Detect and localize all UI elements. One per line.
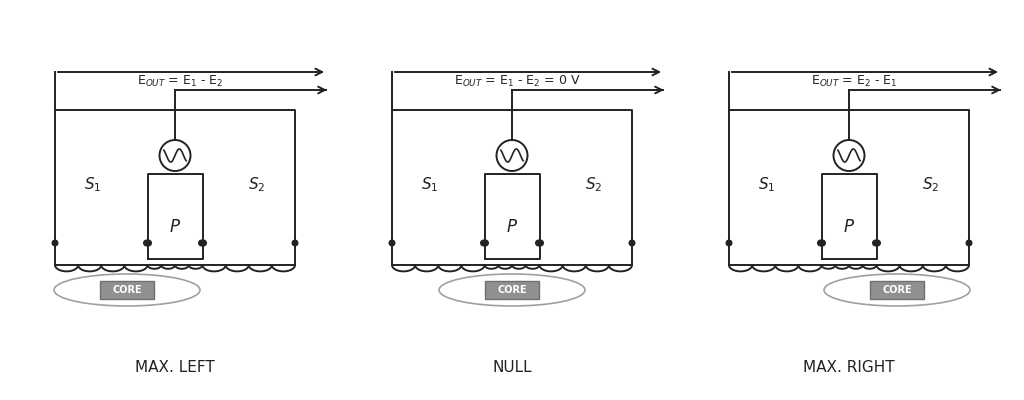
FancyBboxPatch shape	[100, 281, 154, 299]
Text: NULL: NULL	[493, 360, 531, 376]
Circle shape	[538, 240, 544, 246]
Ellipse shape	[481, 283, 543, 297]
Circle shape	[482, 240, 488, 246]
Circle shape	[292, 240, 298, 246]
Text: E$_{OUT}$ = E$_1$ - E$_2$ = 0 V: E$_{OUT}$ = E$_1$ - E$_2$ = 0 V	[454, 74, 581, 88]
Circle shape	[872, 240, 879, 246]
Ellipse shape	[54, 274, 200, 306]
Text: $S_2$: $S_2$	[586, 175, 603, 194]
Ellipse shape	[866, 283, 928, 297]
Circle shape	[726, 240, 732, 246]
Circle shape	[818, 240, 823, 246]
Text: P: P	[844, 218, 854, 236]
Ellipse shape	[439, 274, 585, 306]
Ellipse shape	[69, 277, 185, 303]
Text: $S_2$: $S_2$	[923, 175, 940, 194]
Text: E$_{OUT}$ = E$_2$ - E$_1$: E$_{OUT}$ = E$_2$ - E$_1$	[811, 74, 897, 88]
FancyBboxPatch shape	[870, 281, 924, 299]
Circle shape	[536, 240, 542, 246]
Ellipse shape	[83, 280, 171, 300]
Circle shape	[389, 240, 395, 246]
Ellipse shape	[853, 280, 941, 300]
Text: $S_1$: $S_1$	[759, 175, 776, 194]
Ellipse shape	[824, 274, 970, 306]
Circle shape	[967, 240, 972, 246]
Circle shape	[52, 240, 57, 246]
Text: CORE: CORE	[113, 285, 141, 295]
Ellipse shape	[468, 280, 556, 300]
Ellipse shape	[493, 286, 531, 294]
Circle shape	[199, 240, 205, 246]
Text: $S_1$: $S_1$	[421, 175, 438, 194]
Text: CORE: CORE	[498, 285, 526, 295]
Circle shape	[629, 240, 635, 246]
Circle shape	[143, 240, 150, 246]
Text: CORE: CORE	[883, 285, 911, 295]
Ellipse shape	[96, 283, 158, 297]
Text: MAX. RIGHT: MAX. RIGHT	[803, 360, 895, 376]
Text: E$_{OUT}$ = E$_1$ - E$_2$: E$_{OUT}$ = E$_1$ - E$_2$	[137, 74, 223, 88]
Ellipse shape	[878, 286, 916, 294]
FancyBboxPatch shape	[485, 281, 539, 299]
Ellipse shape	[454, 277, 570, 303]
Circle shape	[145, 240, 152, 246]
Ellipse shape	[839, 277, 955, 303]
Circle shape	[874, 240, 881, 246]
Text: MAX. LEFT: MAX. LEFT	[135, 360, 215, 376]
Circle shape	[480, 240, 486, 246]
Text: $S_1$: $S_1$	[84, 175, 101, 194]
Ellipse shape	[108, 286, 146, 294]
Circle shape	[201, 240, 206, 246]
Circle shape	[819, 240, 825, 246]
Text: $S_2$: $S_2$	[249, 175, 265, 194]
Text: P: P	[170, 218, 180, 236]
Text: P: P	[507, 218, 517, 236]
